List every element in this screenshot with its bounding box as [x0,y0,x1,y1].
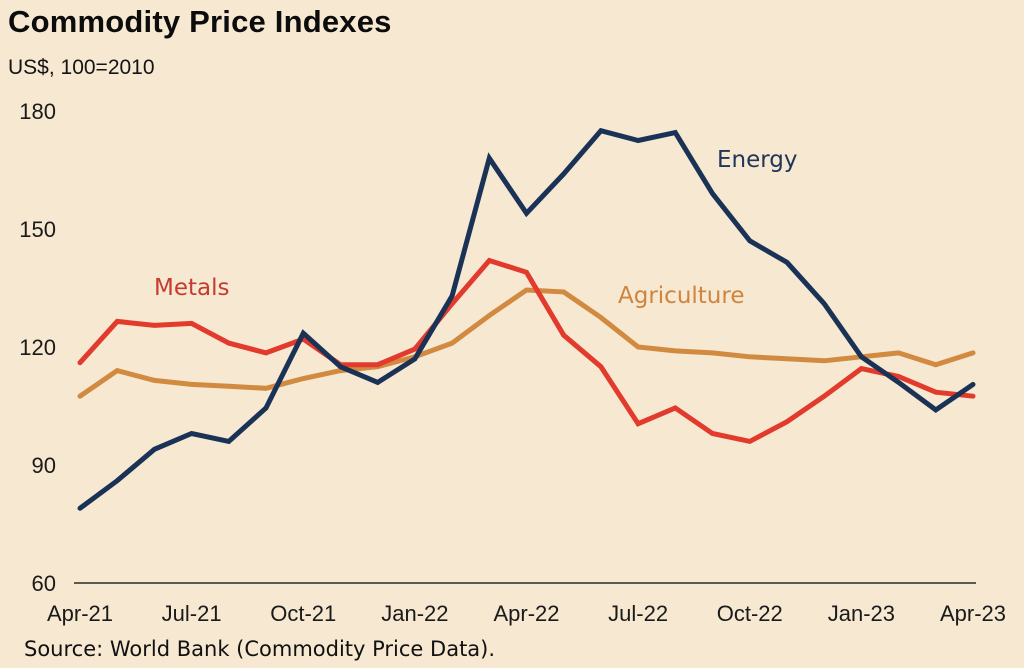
x-tick-label: Apr-22 [493,601,559,626]
x-tick-label: Jul-22 [608,601,668,626]
x-tick-label: Oct-22 [717,601,783,626]
x-tick-label: Jan-22 [381,601,448,626]
source-note: Source: World Bank (Commodity Price Data… [24,637,496,661]
y-tick-label: 180 [19,99,56,124]
chart-subtitle: US$, 100=2010 [8,56,155,79]
series-line-metals [77,257,976,445]
series-label-agriculture: Agriculture [618,283,745,309]
x-tick-label: Jan-23 [828,601,895,626]
x-tick-label: Oct-21 [270,601,336,626]
chart-title: Commodity Price Indexes [8,4,392,39]
series-line-energy [77,127,976,511]
series-line-agriculture [77,287,976,399]
y-tick-label: 120 [19,335,56,360]
x-tick-label: Apr-23 [940,601,1006,626]
series-label-metals: Metals [154,275,229,301]
x-tick-label: Apr-21 [47,601,113,626]
series-label-energy: Energy [717,147,798,173]
x-tick-label: Jul-21 [162,601,222,626]
y-tick-label: 90 [32,453,56,478]
y-tick-label: 60 [32,571,56,596]
y-tick-label: 150 [19,217,56,242]
